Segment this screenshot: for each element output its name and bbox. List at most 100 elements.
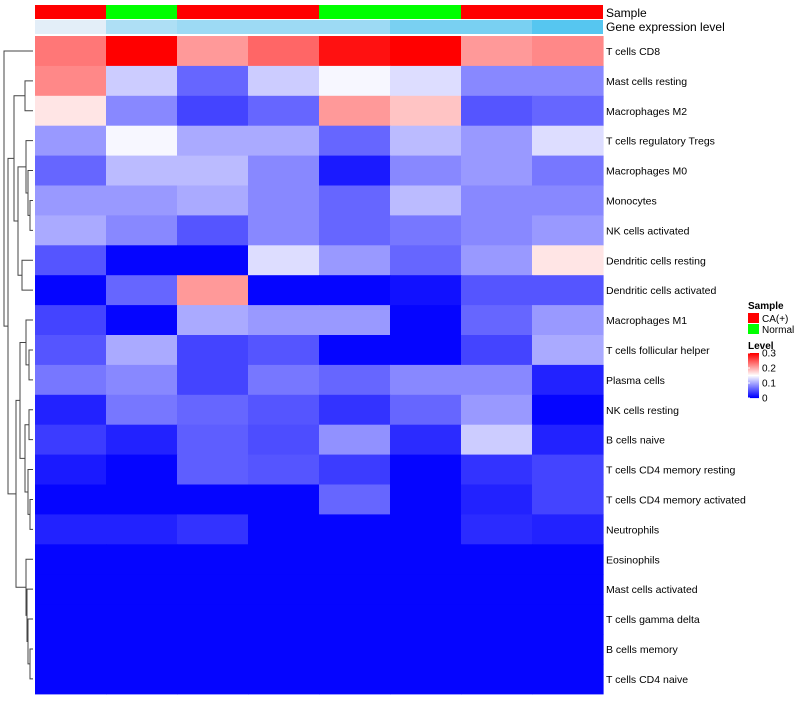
heatmap-cell [461,95,533,127]
heatmap-cell [248,484,320,515]
heatmap-cell [532,663,604,695]
legend-level-gradient-step [748,396,759,398]
legend-level-gradient-step [748,386,759,388]
row-labels: T cells CD8 Mast cells resting Macrophages… [606,46,746,686]
heatmap-cell [461,544,533,575]
row-label: Macrophages M2 [606,106,687,118]
heatmap-cell [319,574,391,605]
heatmap-cell [319,185,391,216]
heatmap-cell [532,215,604,246]
legend-level-gradient-step [748,382,759,384]
legend-level-gradient-step [748,366,759,368]
heatmap-cell [106,484,178,515]
legend-level-gradient-step [748,387,759,389]
heatmap-cell [532,604,604,635]
annotation-label-gene-expression: Gene expression level [606,20,725,34]
row-label: Macrophages M1 [606,315,687,327]
heatmap-cell [106,335,178,366]
legend-level-gradient-step [748,393,759,395]
legend-level-gradient-step [748,367,759,369]
heatmap-cell [319,305,391,336]
heatmap-cell [461,185,533,216]
legend-level-gradient-step [748,368,759,370]
heatmap-cell [390,454,462,486]
heatmap-cell [319,454,391,486]
legend-level-gradient-step [748,360,759,362]
legend-level-gradient-step [748,370,759,372]
heatmap-cell [106,574,178,605]
legend: Sample Level CA(+)Normal 0.3 0.2 0.1 0 [748,301,794,405]
legend-level-gradient-step [748,395,759,397]
heatmap-cell [461,663,533,695]
heatmap-cell [390,155,462,187]
heatmap-cell [461,125,533,157]
heatmap-cell [461,305,533,336]
heatmap-cell [177,574,249,605]
heatmap-cell [35,424,107,456]
heatmap-cell [461,275,533,306]
legend-level-gradient-step [748,380,759,382]
legend-level-gradient-step [748,378,759,380]
heatmap-cell [319,335,391,366]
heatmap-cell [248,454,320,486]
legend-level-gradient-step [748,363,759,365]
heatmap-cell [532,65,604,97]
legend-level-gradient-step [748,365,759,367]
heatmap-cell [461,484,533,515]
heatmap-cell [106,514,178,545]
heatmap-cell [177,604,249,635]
heatmap-cell [390,364,462,396]
dendrogram-branch [7,157,16,495]
legend-level-gradient-step [748,361,759,363]
legend-level-gradient-step [748,355,759,357]
heatmap-cell [106,305,178,336]
heatmap-cell [177,424,249,456]
heatmap-cell [35,394,107,426]
legend-level-gradient-step [748,376,759,378]
legend-level-gradient-step [748,385,759,387]
heatmap-cell [461,604,533,635]
dendrogram-branch [28,349,33,381]
heatmap-cell [390,215,462,246]
legend-level-gradient-step [748,357,759,359]
heatmap-cell [390,394,462,426]
heatmap-cell [177,125,249,157]
heatmap-cell [461,454,533,486]
heatmap-cell [248,663,320,695]
heatmap-cell [177,155,249,187]
heatmap-cell [248,604,320,635]
heatmap-cell [35,364,107,396]
legend-level-gradient-step [748,373,759,375]
heatmap-cell [532,36,604,67]
heatmap-cell [390,65,462,97]
heatmap-cell [177,634,249,665]
heatmap-cell [319,544,391,575]
heatmap-cell [248,95,320,127]
dendrogram-branch [17,166,26,276]
legend-level-gradient-step [748,371,759,373]
heatmap-cell [461,394,533,426]
heatmap-cell [319,424,391,456]
heatmap-cell [461,215,533,246]
heatmap-cell [106,36,178,67]
heatmap-cell [248,36,320,67]
legend-level-gradient-step [748,369,759,371]
row-label: Eosinophils [606,554,660,566]
legend-sample-label: Normal [762,325,794,336]
legend-level-gradient-step [748,392,759,394]
sample-annotation-cell [319,5,390,19]
heatmap-cell [177,185,249,216]
row-label: Plasma cells [606,375,665,387]
heatmap-cell [532,245,604,276]
row-label: T cells follicular helper [606,345,710,357]
gene-expression-annotation-cell [106,20,177,34]
heatmap-cell [248,514,320,545]
heatmap-cell [106,215,178,246]
heatmap-cell [248,394,320,426]
row-label: Mast cells resting [606,76,687,88]
heatmap-cell [319,364,391,396]
annotation-tracks [35,5,603,34]
heatmap-cell [532,454,604,486]
heatmap-cell [390,604,462,635]
row-label: Neutrophils [606,524,659,536]
